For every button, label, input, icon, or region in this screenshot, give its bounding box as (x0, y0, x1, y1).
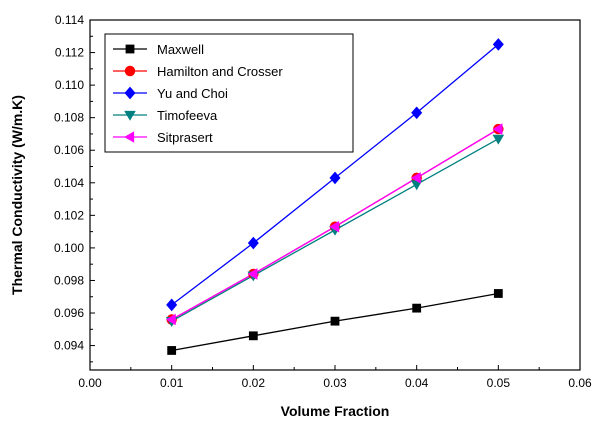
data-point-maxwell (412, 303, 422, 313)
x-tick-label: 0.01 (160, 376, 184, 390)
y-tick-label: 0.100 (54, 241, 84, 255)
x-tick-label: 0.03 (323, 376, 347, 390)
legend-item-maxwell: Maxwell (113, 42, 204, 57)
x-tick-label: 0.06 (568, 376, 592, 390)
legend-marker-sitprasert (124, 131, 135, 143)
x-axis: 0.00 0.01 0.02 0.03 0.04 0.05 0.06 (78, 365, 592, 390)
legend-marker-hamilton-and-crosser (124, 65, 136, 77)
x-tick-label: 0.00 (78, 376, 102, 390)
series-markers-yu-and-choi (166, 38, 504, 312)
data-point-yu-and-choi (492, 38, 504, 51)
legend-label-timofeeva: Timofeeva (157, 108, 218, 123)
series-markers-layer (165, 38, 505, 355)
data-point-maxwell (248, 331, 258, 341)
y-tick-label: 0.110 (55, 78, 84, 92)
y-tick-label: 0.096 (54, 306, 84, 320)
data-point-maxwell (330, 316, 340, 326)
y-tick-label: 0.098 (54, 273, 84, 287)
legend-label-sitprasert: Sitprasert (157, 130, 213, 145)
x-axis-title: Volume Fraction (281, 403, 390, 419)
legend-marker-timofeeva (124, 110, 136, 121)
data-point-sitprasert (247, 268, 258, 280)
legend-marker-maxwell (125, 44, 135, 54)
legend: Maxwell Hamilton and Crosser Yu and Choi Ti… (104, 33, 354, 153)
data-point-sitprasert (165, 313, 176, 326)
data-point-maxwell (167, 346, 177, 355)
data-point-yu-and-choi (166, 298, 178, 312)
legend-label-hamilton-and-crosser: Hamilton and Crosser (157, 64, 283, 79)
data-point-sitprasert (492, 123, 503, 135)
x-tick-label: 0.05 (487, 376, 511, 390)
data-point-yu-and-choi (247, 236, 259, 250)
y-axis: 0.094 0.096 0.098 0.100 0.102 0.104 0.106 0.108… (54, 13, 95, 363)
y-tick-label: 0.114 (55, 13, 84, 27)
series-markers-sitprasert (165, 123, 503, 326)
y-tick-label: 0.106 (54, 143, 84, 157)
legend-label-maxwell: Maxwell (157, 42, 204, 57)
y-tick-label: 0.104 (54, 176, 84, 190)
legend-label-yu-and-choi: Yu and Choi (157, 86, 228, 101)
data-point-yu-and-choi (411, 106, 423, 120)
y-tick-label: 0.094 (54, 339, 84, 353)
x-tick-label: 0.04 (405, 376, 429, 390)
data-point-maxwell (493, 289, 503, 298)
y-tick-label: 0.108 (54, 111, 84, 125)
y-tick-label: 0.102 (54, 208, 84, 222)
y-tick-label: 0.112 (55, 46, 84, 60)
x-tick-label: 0.02 (242, 376, 266, 390)
legend-item-timofeeva: Timofeeva (113, 108, 218, 123)
series-markers-maxwell (167, 289, 503, 355)
y-axis-title: Thermal Conductivity (W/m.K) (9, 95, 25, 295)
data-point-sitprasert (329, 220, 340, 233)
data-point-timofeeva (492, 134, 505, 145)
legend-item-hamilton-and-crosser: Hamilton and Crosser (113, 64, 283, 79)
legend-item-sitprasert: Sitprasert (113, 130, 213, 145)
legend-marker-yu-and-choi (124, 86, 136, 100)
data-point-sitprasert (410, 172, 421, 184)
data-point-yu-and-choi (329, 171, 341, 185)
legend-item-yu-and-choi: Yu and Choi (113, 86, 228, 101)
